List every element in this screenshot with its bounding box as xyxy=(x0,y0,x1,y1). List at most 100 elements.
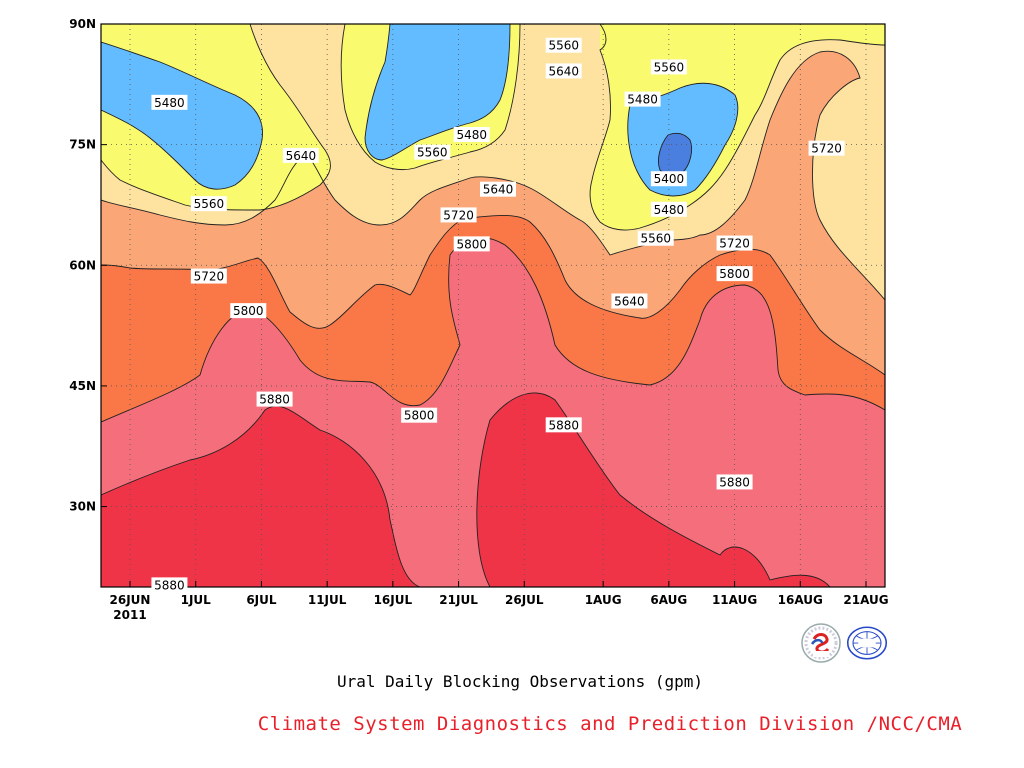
footer-credit: Climate System Diagnostics and Predictio… xyxy=(257,713,963,735)
contour-label: 5560 xyxy=(414,144,451,160)
contour-label-text: 5480 xyxy=(654,203,685,217)
band-below-5400 xyxy=(658,133,692,176)
contour-label-text: 5560 xyxy=(640,232,671,246)
x-tick-label: 16AUG xyxy=(778,593,823,607)
x-tick-label: 21JUL xyxy=(439,593,478,607)
x-tick-label: 16JUL xyxy=(374,593,413,607)
x-tick-label: 11JUL xyxy=(308,593,347,607)
contour-label-box xyxy=(545,63,582,79)
contour-label: 5640 xyxy=(545,63,582,79)
contour-label-box xyxy=(282,147,319,163)
contour-label-box xyxy=(230,303,267,319)
contour-label-text: 5400 xyxy=(654,172,685,186)
contour-label-box xyxy=(545,417,582,433)
contour-label: 5880 xyxy=(716,474,753,490)
contour-label-box xyxy=(480,181,516,197)
contour-label-text: 5800 xyxy=(456,237,487,251)
contour-label: 5800 xyxy=(453,236,490,252)
contour-label-text: 5880 xyxy=(719,475,750,489)
x-tick-label: 11AUG xyxy=(712,593,757,607)
grid xyxy=(101,24,885,587)
contour-label: 5560 xyxy=(637,230,674,246)
contour-label-box xyxy=(650,59,687,75)
contour-label-text: 5480 xyxy=(154,96,185,110)
contour-label-box xyxy=(453,236,490,252)
contour-label-box xyxy=(190,268,227,284)
contour-label: 5480 xyxy=(151,94,188,110)
contour-label-box xyxy=(545,37,582,53)
contour-label: 5560 xyxy=(190,196,227,212)
contour-label-text: 5560 xyxy=(194,197,225,211)
contour-label-box xyxy=(650,201,687,217)
x-tick-label: 1AUG xyxy=(585,593,622,607)
contour-label: 5480 xyxy=(624,91,661,107)
contour-label-text: 5720 xyxy=(719,237,750,251)
contour-label: 5560 xyxy=(545,37,582,53)
plot-frame xyxy=(100,23,886,588)
contour-label: 5720 xyxy=(190,268,227,284)
x-tick-label: 21AUG xyxy=(843,593,888,607)
y-tick-label: 60N xyxy=(69,258,96,272)
contour-label: 5800 xyxy=(716,266,753,282)
contour-label-text: 5800 xyxy=(404,409,435,423)
contour-label-box xyxy=(401,407,438,423)
contour-label-box xyxy=(624,91,661,107)
bcc-logo-icon xyxy=(801,623,841,663)
y-tick-label: 75N xyxy=(69,138,96,152)
contour-label: 5720 xyxy=(808,140,845,156)
contour-label: 5480 xyxy=(650,201,687,217)
contour-label: 5800 xyxy=(230,303,267,319)
contour-label: 5720 xyxy=(440,207,477,223)
contour-label-box xyxy=(716,266,753,282)
contour-label: 5800 xyxy=(401,407,438,423)
contour-label-text: 5720 xyxy=(443,208,474,222)
contour-label-text: 5640 xyxy=(286,149,317,163)
contour-label-box xyxy=(190,196,227,212)
contour-lines xyxy=(101,24,885,587)
contour-label: 5640 xyxy=(282,147,319,163)
contour-label: 5560 xyxy=(650,59,687,75)
contour-label-text: 5480 xyxy=(456,128,487,142)
contour-label-box xyxy=(808,140,845,156)
contour-label: 5480 xyxy=(453,126,490,142)
contour-label-text: 5640 xyxy=(483,183,514,197)
y-tick-label: 90N xyxy=(69,17,96,31)
y-tick-label: 45N xyxy=(69,379,96,393)
contour-label-text: 5880 xyxy=(259,393,290,407)
contour-label-text: 5880 xyxy=(154,578,185,592)
contour-label-text: 5720 xyxy=(194,270,225,284)
contour-label-box xyxy=(151,94,188,110)
contour-label: 5880 xyxy=(151,577,188,593)
band-5400-5480 xyxy=(101,24,738,196)
x-year-label: 2011 xyxy=(113,608,146,622)
contour-label-box xyxy=(716,235,753,251)
contour-label: 5880 xyxy=(256,391,293,407)
contour-label: 5880 xyxy=(545,417,582,433)
contour-label: 5640 xyxy=(480,181,516,197)
x-tick-label: 6AUG xyxy=(650,593,687,607)
contour-label-box xyxy=(440,207,477,223)
contour-label: 5640 xyxy=(611,293,648,309)
contour-label-text: 5720 xyxy=(811,142,842,156)
contour-label-box xyxy=(637,230,674,246)
x-tick-label: 6JUL xyxy=(246,593,277,607)
contour-label-text: 5640 xyxy=(614,294,645,308)
contour-label-box xyxy=(611,293,648,309)
contour-label-text: 5800 xyxy=(719,267,750,281)
contour-label: 5720 xyxy=(716,235,753,251)
contour-label-box xyxy=(453,126,490,142)
chart-title: Ural Daily Blocking Observations (gpm) xyxy=(336,672,704,691)
contour-labels: 5480 5640 5560 5720 5800 5880 5880 5480 5560 5640… xyxy=(151,37,845,593)
contour-label-text: 5560 xyxy=(654,60,685,74)
contour-label-text: 5560 xyxy=(417,146,448,160)
x-tick-label: 26JUN xyxy=(110,593,151,607)
contour-label-box xyxy=(151,577,188,593)
contour-label-text: 5800 xyxy=(233,304,264,318)
contour-label-text: 5640 xyxy=(548,64,579,78)
y-tick-label: 30N xyxy=(69,500,96,514)
contour-label-text: 5480 xyxy=(627,93,658,107)
x-tick-label: 1JUL xyxy=(181,593,212,607)
contour-label-text: 5560 xyxy=(548,39,579,53)
contour-label-box xyxy=(650,171,687,187)
